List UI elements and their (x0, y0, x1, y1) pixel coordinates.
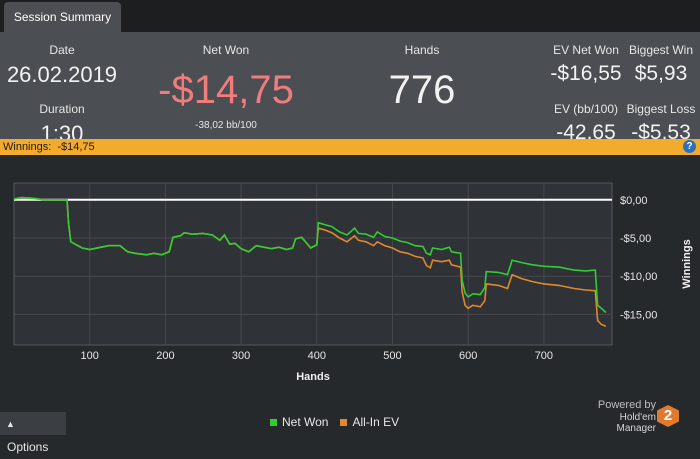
y-axis-label: Winnings (681, 239, 693, 288)
powered-by: Powered by Hold'em Manager (590, 399, 656, 435)
y-tick-label: -$15,00 (620, 309, 657, 321)
biggest-loss-label: Biggest Loss (626, 102, 696, 116)
y-tick-label: -$5,00 (620, 233, 651, 245)
session-summary-panel: Date 26.02.2019 Duration 1:30 Net Won -$… (0, 32, 700, 146)
tab-session-summary[interactable]: Session Summary (4, 2, 121, 32)
legend-swatch-all-in-ev (340, 419, 348, 427)
net-won-label: Net Won (202, 43, 250, 57)
ev-net-won-value: -$16,55 (550, 62, 622, 85)
x-tick-label: 500 (383, 350, 401, 362)
ev-bb100-label: EV (bb/100) (553, 102, 619, 116)
hands-label: Hands (404, 43, 440, 57)
options-button[interactable]: ▲ Options (0, 412, 66, 454)
x-tick-label: 400 (308, 350, 326, 362)
biggest-win-value: $5,93 (634, 62, 688, 85)
biggest-win-label: Biggest Win (628, 43, 694, 57)
powered-by-line1: Powered by (597, 399, 656, 411)
x-tick-label: 700 (535, 350, 553, 362)
legend-item-net-won: Net Won (270, 415, 328, 429)
powered-by-line2: Hold'em Manager (616, 412, 656, 434)
legend-swatch-net-won (270, 419, 277, 427)
x-tick-label: 100 (81, 350, 99, 362)
plot-area (13, 182, 613, 346)
biggest-loss-value: -$5,53 (631, 121, 691, 144)
legend-item-all-in-ev: All-In EV (340, 415, 399, 429)
legend-label-all-in-ev: All-In EV (352, 415, 400, 429)
ev-bb100-value: -42,65 (556, 121, 616, 144)
question-icon[interactable]: ? (683, 140, 696, 153)
x-tick-label: 300 (232, 350, 250, 362)
bottom-bar: ▲ Options Net Won All-In EV Powered by H… (0, 400, 700, 454)
ev-net-won-label: EV Net Won (553, 43, 619, 57)
options-label: Options (7, 440, 49, 454)
hands-value: 776 (388, 68, 456, 112)
hem2-logo: 2 (657, 405, 679, 427)
winnings-chart-svg: 100 200 300 400 500 600 700 $0,00 -$5,00 -$10,00 -… (13, 182, 693, 383)
duration-label: Duration (39, 102, 85, 116)
top-tab-bar: Session Summary (0, 0, 700, 32)
x-tick-label: 600 (459, 350, 477, 362)
x-axis-label: Hands (296, 371, 330, 383)
winnings-chart: 100 200 300 400 500 600 700 $0,00 -$5,00 -$10,00 -… (0, 155, 700, 410)
winnings-value: -$14,75 (57, 141, 95, 153)
net-won-bb100: -38,02 bb/100 (195, 120, 257, 131)
chart-legend: Net Won All-In EV (270, 415, 399, 429)
winnings-label: Winnings: (3, 141, 52, 153)
date-value: 26.02.2019 (6, 62, 118, 87)
legend-label-net-won: Net Won (282, 415, 329, 429)
net-won-value: -$14,75 (158, 68, 294, 112)
series-line-net-won (13, 196, 607, 314)
caret-up-icon: ▲ (6, 419, 15, 429)
y-tick-label: $0,00 (620, 195, 648, 207)
x-tick-label: 200 (156, 350, 174, 362)
y-tick-label: -$10,00 (620, 271, 657, 283)
winnings-bar: Winnings: -$14,75 ? (0, 139, 700, 155)
date-label: Date (49, 43, 75, 57)
